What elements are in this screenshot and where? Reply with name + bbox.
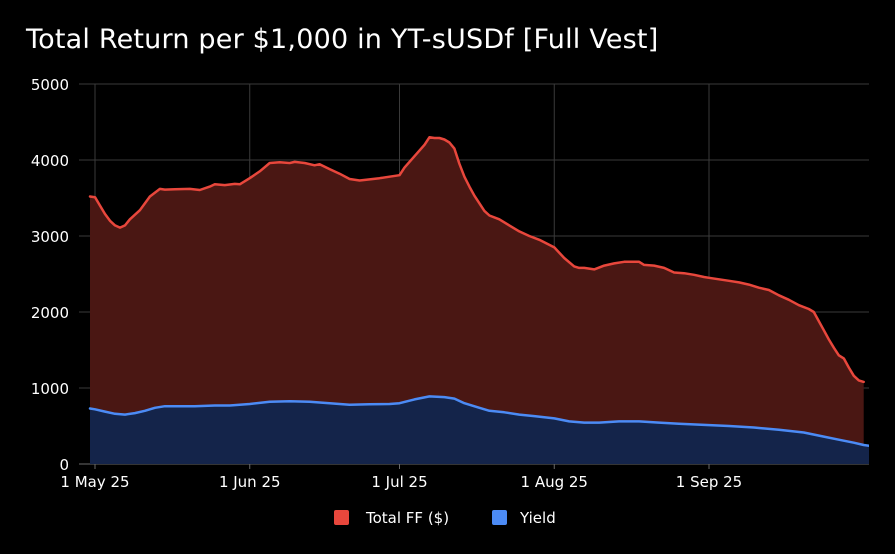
x-tick-label: 1 May 25 (60, 473, 129, 491)
series-area-1 (90, 396, 869, 464)
y-tick-label: 2000 (31, 304, 69, 322)
legend: Total FF ($) Yield (334, 509, 556, 527)
y-tick-label: 3000 (31, 228, 69, 246)
x-axis-ticks: 1 May 25 1 Jun 25 1 Jul 25 1 Aug 25 1 Sep 25 (60, 464, 742, 491)
y-axis-ticks: 0 1000 2000 3000 4000 5000 (31, 76, 69, 474)
x-tick-label: 1 Aug 25 (521, 473, 588, 491)
series-lines (88, 135, 869, 448)
legend-label-1: Yield (519, 509, 556, 527)
chart-title: Total Return per $1,000 in YT-sUSDf [Ful… (26, 24, 659, 55)
legend-swatch-1 (492, 510, 507, 525)
x-tick-label: 1 Jun 25 (219, 473, 281, 491)
x-tick-label: 1 Jul 25 (371, 473, 427, 491)
series-areas (90, 137, 869, 464)
y-tick-label: 1000 (31, 380, 69, 398)
x-tick-label: 1 Sep 25 (676, 473, 742, 491)
series-line-1 (88, 395, 869, 448)
y-tick-label: 0 (59, 456, 69, 474)
legend-label-0: Total FF ($) (365, 509, 449, 527)
legend-swatch-0 (334, 510, 349, 525)
y-tick-label: 4000 (31, 152, 69, 170)
series-line-0 (88, 135, 865, 384)
series-area-0 (90, 137, 864, 464)
y-tick-label: 5000 (31, 76, 69, 94)
